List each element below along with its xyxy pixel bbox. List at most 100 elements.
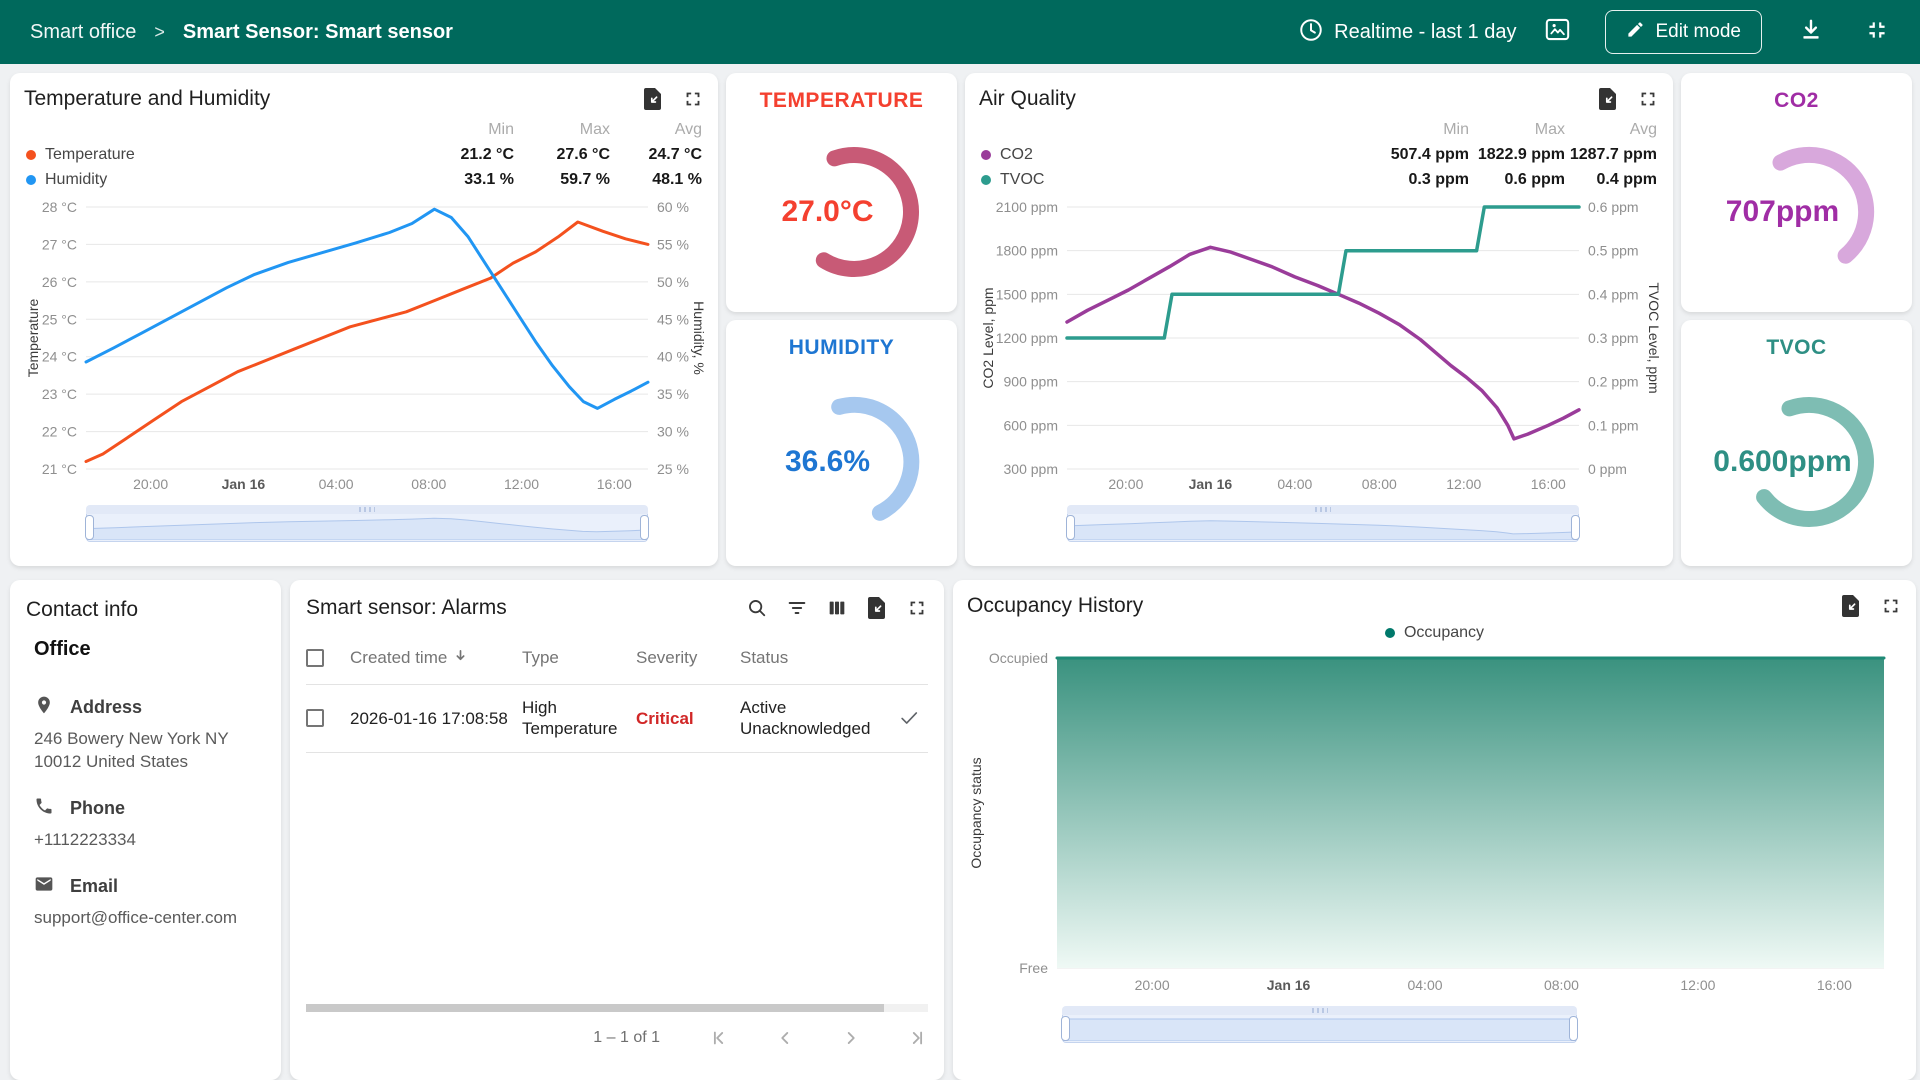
legend-item-co2[interactable]: CO2 — [981, 146, 1377, 164]
stat-header-min: Min — [1443, 121, 1469, 138]
collapse-button[interactable] — [1864, 17, 1890, 48]
occupancy-chart: Occupied Free Occupancy status 20:00 Jan 16 0… — [968, 650, 1886, 993]
air-quality-widget: Air Quality Min Max Avg CO2 507.4 ppm 18… — [965, 73, 1673, 566]
svg-text:16:00: 16:00 — [1531, 476, 1566, 492]
row-checkbox[interactable] — [306, 709, 324, 728]
column-type[interactable]: Type — [522, 648, 559, 667]
last-page-icon[interactable] — [906, 1027, 928, 1049]
time-scrollbar[interactable] — [1061, 1006, 1578, 1043]
scrollbar-grip[interactable] — [1062, 1006, 1577, 1015]
scrollbar-handle-left[interactable] — [1061, 1016, 1070, 1041]
location-pin-icon — [34, 695, 54, 720]
temperature-gauge-widget: TEMPERATURE 27.0°C — [726, 73, 957, 312]
co2-dot-icon — [981, 150, 991, 160]
column-status[interactable]: Status — [740, 648, 789, 667]
export-widget-icon[interactable] — [1840, 594, 1862, 618]
download-icon — [1798, 17, 1824, 48]
export-widget-icon[interactable] — [1597, 87, 1619, 111]
scrollbar-handle-right[interactable] — [640, 515, 649, 540]
time-scrollbar[interactable] — [85, 505, 649, 542]
phone-value[interactable]: +1112223334 — [34, 829, 136, 849]
svg-text:25 °C: 25 °C — [42, 311, 77, 327]
legend-item-temperature[interactable]: Temperature — [26, 146, 422, 164]
co2-gauge-value: 707ppm — [1725, 194, 1840, 228]
widget-title: Contact info — [26, 598, 139, 621]
first-page-icon[interactable] — [708, 1027, 730, 1049]
scrollbar-handle-left[interactable] — [1066, 515, 1075, 540]
acknowledge-check-icon[interactable] — [898, 707, 928, 729]
columns-icon[interactable] — [826, 597, 848, 619]
stat-header-avg: Avg — [674, 121, 702, 138]
temp-avg: 24.7 °C — [648, 146, 702, 163]
export-widget-icon[interactable] — [642, 87, 664, 111]
legend-item-tvoc[interactable]: TVOC — [981, 171, 1377, 189]
fullscreen-icon[interactable] — [1880, 595, 1902, 617]
alarms-table-header: Created time Type Severity Status — [306, 632, 928, 685]
horizontal-scrollbar[interactable] — [306, 1004, 928, 1012]
scrollbar-thumb[interactable] — [306, 1004, 885, 1012]
svg-text:21 °C: 21 °C — [42, 461, 77, 477]
timewindow-label: Realtime - last 1 day — [1334, 20, 1517, 43]
column-severity[interactable]: Severity — [636, 648, 698, 667]
stat-header-min: Min — [488, 121, 514, 138]
edit-mode-button[interactable]: Edit mode — [1605, 10, 1762, 54]
download-button[interactable] — [1798, 17, 1824, 48]
legend-item-occupancy[interactable]: Occupancy — [967, 624, 1902, 642]
occupancy-dot-icon — [1384, 628, 1395, 638]
stat-header-max: Max — [579, 121, 610, 138]
filter-icon[interactable] — [786, 597, 808, 619]
svg-text:0.5 ppm: 0.5 ppm — [1588, 243, 1639, 259]
column-created-time[interactable]: Created time — [350, 632, 522, 684]
previous-page-icon[interactable] — [774, 1027, 796, 1049]
contact-info-widget: Contact info Office Address 246 Bowery N… — [10, 580, 281, 1080]
time-scrollbar[interactable] — [1066, 505, 1580, 542]
alarm-status: Active Unacknowledged — [740, 698, 871, 739]
scrollbar-handle-right[interactable] — [1571, 515, 1580, 540]
svg-text:0.1 ppm: 0.1 ppm — [1588, 417, 1639, 433]
gauge-title: HUMIDITY — [788, 336, 895, 359]
breadcrumb-current: Smart Sensor: Smart sensor — [182, 20, 453, 43]
temperature-dot-icon — [26, 150, 36, 160]
alarm-table-row[interactable]: 2026-01-16 17:08:58 High Temperature Cri… — [306, 685, 928, 753]
svg-text:04:00: 04:00 — [1407, 977, 1442, 993]
search-icon[interactable] — [746, 597, 768, 619]
svg-text:23 °C: 23 °C — [42, 386, 77, 402]
next-page-icon[interactable] — [840, 1027, 862, 1049]
export-widget-icon[interactable] — [866, 596, 888, 620]
email-label: Email — [70, 875, 119, 896]
fullscreen-icon[interactable] — [1637, 88, 1659, 110]
svg-text:16:00: 16:00 — [1817, 977, 1852, 993]
svg-text:50 %: 50 % — [657, 274, 689, 290]
contact-entity-name: Office — [34, 638, 91, 660]
svg-text:12:00: 12:00 — [1680, 977, 1715, 993]
tvoc-gauge-arc — [1755, 396, 1874, 527]
svg-text:28 °C: 28 °C — [42, 199, 77, 215]
svg-text:1200 ppm: 1200 ppm — [996, 330, 1058, 346]
scrollbar-handle-right[interactable] — [1569, 1016, 1578, 1041]
svg-text:20:00: 20:00 — [1108, 476, 1143, 492]
timewindow-button[interactable]: Realtime - last 1 day — [1298, 17, 1516, 48]
svg-text:Jan 16: Jan 16 — [1267, 977, 1311, 993]
svg-text:Occupied: Occupied — [989, 650, 1048, 666]
scrollbar-grip[interactable] — [1067, 505, 1579, 514]
svg-text:Jan 16: Jan 16 — [222, 476, 266, 492]
address-value: 246 Bowery New York NY 10012 United Stat… — [34, 729, 229, 771]
occupancy-history-widget: Occupancy History Occupancy Occupied Free… — [953, 580, 1916, 1080]
fullscreen-icon[interactable] — [682, 88, 704, 110]
scrollbar-handle-left[interactable] — [85, 515, 94, 540]
edit-mode-label: Edit mode — [1655, 21, 1741, 42]
email-value[interactable]: support@office-center.com — [34, 907, 238, 927]
breadcrumb-root[interactable]: Smart office — [30, 20, 137, 43]
widget-title: Air Quality — [979, 87, 1076, 110]
screenshot-button[interactable] — [1544, 16, 1571, 48]
svg-text:35 %: 35 % — [657, 386, 689, 402]
svg-text:08:00: 08:00 — [411, 476, 446, 492]
fullscreen-icon[interactable] — [906, 597, 928, 619]
select-all-checkbox[interactable] — [306, 649, 324, 667]
co2-gauge-arc — [1772, 146, 1874, 264]
legend-item-humidity[interactable]: Humidity — [26, 171, 422, 189]
scrollbar-grip[interactable] — [86, 505, 648, 514]
gauge-title: CO2 — [1774, 89, 1819, 112]
svg-text:26 °C: 26 °C — [42, 274, 77, 290]
svg-text:40 %: 40 % — [657, 349, 689, 365]
